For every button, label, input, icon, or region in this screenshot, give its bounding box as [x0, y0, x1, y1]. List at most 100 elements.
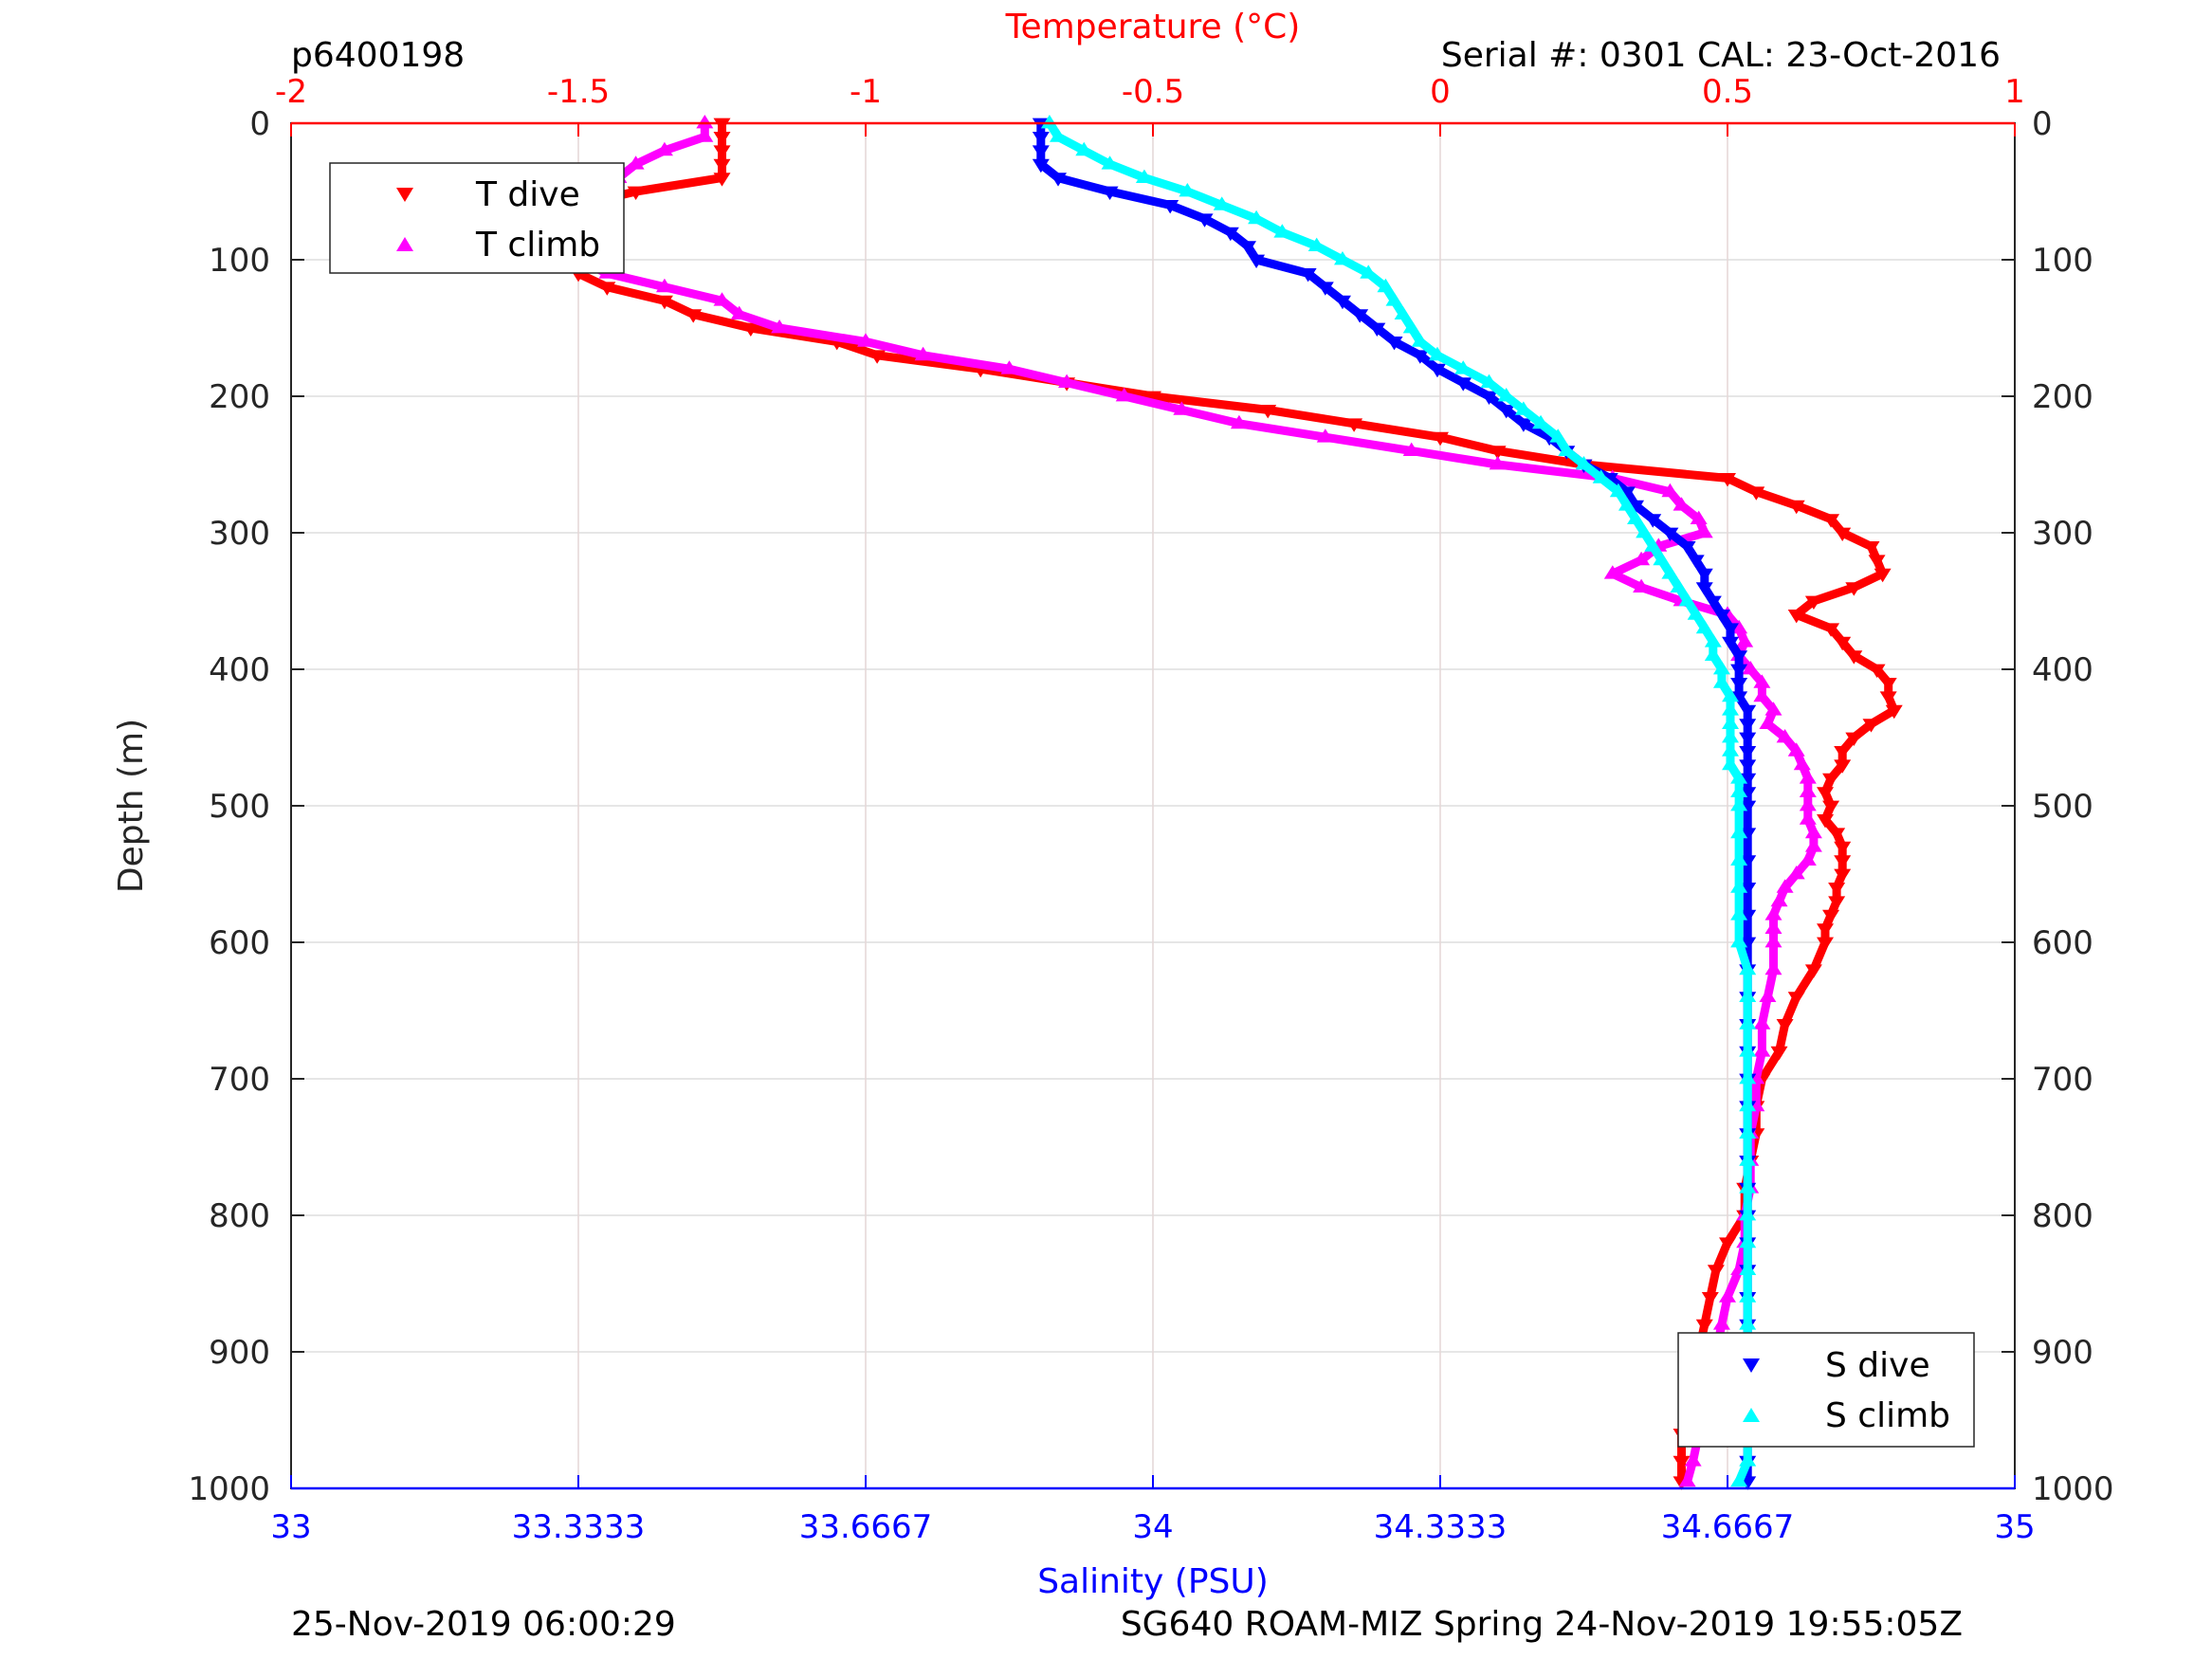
depth-tick-label-right: 600: [2032, 924, 2093, 962]
profile-id: p6400198: [291, 36, 465, 75]
data-point: [1753, 687, 1771, 702]
data-point: [1514, 401, 1532, 415]
data-point: [1730, 783, 1748, 797]
depth-tick-label-right: 100: [2032, 242, 2093, 280]
data-point: [1804, 964, 1822, 978]
data-point: [1032, 145, 1050, 159]
depth-tick-label-right: 500: [2032, 788, 2093, 826]
data-point: [1787, 866, 1805, 880]
data-point: [1828, 883, 1846, 897]
depth-tick-label-right: 0: [2032, 105, 2053, 143]
ticks: 0 0 100 100 200 200 300 300 400 400 500 500 600 600 70…: [188, 73, 2113, 1546]
data-point: [713, 132, 731, 146]
data-point: [1432, 431, 1449, 447]
data-point: [1653, 551, 1671, 566]
data-point: [1722, 702, 1740, 716]
data-point: [1101, 186, 1119, 200]
data-point: [1532, 414, 1550, 429]
data-point: [1661, 527, 1679, 541]
data-point: [1722, 623, 1740, 637]
data-point: [1845, 732, 1863, 746]
data-point: [1248, 210, 1266, 225]
data-point: [1828, 828, 1846, 842]
data-point: [1730, 770, 1748, 784]
data-point: [1609, 483, 1627, 498]
data-point: [1627, 510, 1645, 524]
depth-tick-label-left: 100: [209, 242, 270, 280]
salinity-tick-label: 34.6667: [1661, 1508, 1795, 1546]
data-point: [1684, 1452, 1702, 1467]
data-point: [1739, 719, 1757, 733]
data-point: [1804, 838, 1822, 852]
data-point: [1719, 1237, 1736, 1251]
data-point: [1377, 278, 1395, 293]
temperature-tick-label: -0.5: [1122, 73, 1184, 111]
data-point: [1670, 578, 1688, 592]
data-point: [1690, 510, 1708, 524]
temperature-tick-label: 0: [1430, 73, 1451, 111]
data-point: [1678, 1472, 1696, 1487]
data-point: [1144, 391, 1161, 405]
data-point: [1862, 719, 1880, 733]
temperature-tick-label: -1: [850, 73, 882, 111]
data-point: [1273, 224, 1291, 238]
data-point: [1661, 565, 1679, 579]
serial-cal: Serial #: 0301 CAL: 23-Oct-2016: [1441, 36, 2001, 75]
depth-tick-label-right: 300: [2032, 515, 2093, 553]
data-point: [1238, 241, 1256, 255]
legend-salinity-box: [1677, 1332, 1975, 1448]
depth-tick-label-left: 400: [209, 651, 270, 689]
depth-tick-label-left: 500: [209, 788, 270, 826]
data-point: [1695, 1319, 1713, 1334]
data-point: [1633, 551, 1651, 566]
data-point: [1834, 868, 1852, 883]
data-point: [1739, 1233, 1757, 1249]
data-point: [1385, 292, 1403, 306]
data-point: [1644, 538, 1662, 552]
data-point: [1787, 610, 1805, 624]
data-point: [1739, 1097, 1757, 1112]
data-point: [1764, 920, 1782, 934]
data-point: [1050, 128, 1068, 142]
data-point: [1411, 333, 1429, 347]
data-point: [1776, 729, 1794, 743]
data-point: [1394, 305, 1412, 319]
data-point: [1739, 732, 1757, 746]
data-point: [598, 282, 616, 296]
data-point: [1753, 1043, 1771, 1057]
data-point: [1497, 388, 1515, 402]
data-point: [1879, 691, 1897, 705]
data-point: [1845, 582, 1863, 596]
depth-tick-label-right: 200: [2032, 378, 2093, 416]
salinity-tick-label: 34: [1132, 1508, 1173, 1546]
temperature-axis-label: Temperature (°C): [1005, 8, 1301, 46]
data-point: [1799, 797, 1817, 811]
data-point: [1739, 773, 1757, 788]
data-point: [1221, 227, 1239, 242]
data-point: [1822, 909, 1840, 924]
data-point: [1603, 565, 1621, 579]
data-point: [1799, 811, 1817, 825]
salinity-axis-label: Salinity (PSU): [1037, 1562, 1269, 1601]
data-point: [1173, 401, 1191, 415]
data-point: [1868, 555, 1886, 569]
data-point: [1636, 524, 1654, 538]
data-point: [1817, 937, 1835, 951]
data-point: [1739, 1261, 1757, 1275]
data-point: [1633, 578, 1651, 592]
data-point: [1351, 309, 1369, 323]
data-point: [1787, 742, 1805, 757]
depth-tick-label-right: 400: [2032, 651, 2093, 689]
data-point: [868, 350, 887, 364]
data-point: [1115, 388, 1133, 402]
data-point: [1032, 132, 1050, 146]
series-trace: [1045, 118, 1752, 1486]
legend-t-climb-label: T climb: [475, 226, 600, 264]
data-point: [1712, 610, 1730, 624]
data-point: [1739, 1152, 1757, 1166]
data-point: [1428, 363, 1446, 378]
data-point: [1770, 892, 1788, 907]
legend-s-dive-label: S dive: [1825, 1346, 1930, 1385]
temperature-tick-label: 1: [2004, 73, 2025, 111]
legend-s-climb-label: S climb: [1825, 1396, 1950, 1435]
